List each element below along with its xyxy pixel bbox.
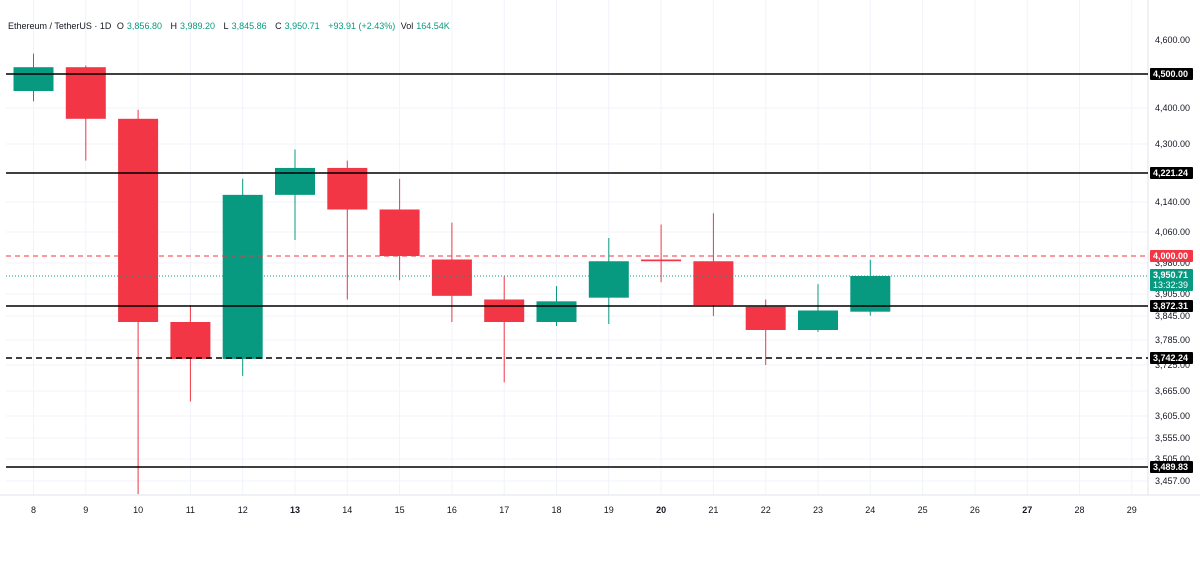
price-level-tag — [1150, 68, 1193, 80]
price-level-tag — [1150, 167, 1193, 179]
y-tick-label: 4,400.00 — [1155, 103, 1190, 113]
high-label: H — [170, 21, 177, 31]
candle-body-down[interactable] — [745, 306, 786, 330]
current-price-label: 3,950.71 — [1153, 270, 1188, 280]
candle-body-down[interactable] — [431, 259, 472, 296]
x-tick-label: 28 — [1074, 505, 1084, 515]
x-tick-label: 20 — [656, 505, 666, 515]
x-tick-label: 14 — [342, 505, 352, 515]
x-tick-label: 12 — [238, 505, 248, 515]
x-tick-label: 17 — [499, 505, 509, 515]
x-tick-label: 29 — [1127, 505, 1137, 515]
candle-body-up[interactable] — [275, 167, 315, 195]
x-tick-label: 13 — [290, 505, 300, 515]
x-tick-label: 24 — [865, 505, 875, 515]
y-tick-label: 3,505.00 — [1155, 454, 1190, 464]
y-tick-label: 4,060.00 — [1155, 227, 1190, 237]
price-level-label: 4,000.00 — [1153, 251, 1188, 261]
candle-body-down[interactable] — [118, 118, 159, 322]
x-tick-label: 18 — [551, 505, 561, 515]
x-tick-label: 25 — [918, 505, 928, 515]
x-tick-label: 9 — [83, 505, 88, 515]
candle-body-up[interactable] — [536, 301, 577, 322]
y-tick-label: 4,140.00 — [1155, 197, 1190, 207]
candle-body-up[interactable] — [588, 261, 629, 298]
close-readout: C 3,950.71 — [275, 21, 323, 31]
candle-body-down[interactable] — [379, 209, 420, 257]
low-readout: L 3,845.86 — [224, 21, 270, 31]
candle-body-up[interactable] — [13, 67, 54, 91]
price-level-label: 3,489.83 — [1153, 462, 1188, 472]
change-value: +93.91 (+2.43%) — [328, 21, 396, 31]
candle-body-down[interactable] — [641, 259, 682, 262]
x-tick-label: 21 — [708, 505, 718, 515]
x-tick-label: 16 — [447, 505, 457, 515]
current-price-tag — [1150, 269, 1193, 291]
candle-body-down[interactable] — [484, 299, 525, 322]
price-level-tag — [1150, 352, 1193, 364]
open-readout: O 3,856.80 — [117, 21, 165, 31]
price-level-label: 4,221.24 — [1153, 168, 1188, 178]
x-tick-label: 19 — [604, 505, 614, 515]
x-tick-label: 23 — [813, 505, 823, 515]
x-tick-label: 26 — [970, 505, 980, 515]
x-tick-label: 27 — [1022, 505, 1032, 515]
volume-label: Vol — [400, 21, 414, 31]
candle-body-down[interactable] — [327, 167, 368, 210]
y-tick-label: 3,845.00 — [1155, 311, 1190, 321]
low-value: 3,845.86 — [231, 21, 267, 31]
candle-body-down[interactable] — [693, 261, 734, 306]
y-tick-label: 3,605.00 — [1155, 411, 1190, 421]
price-level-label: 4,500.00 — [1153, 69, 1188, 79]
high-value: 3,989.20 — [179, 21, 216, 31]
open-value: 3,856.80 — [126, 21, 162, 31]
candle-countdown-label: 13:32:39 — [1153, 280, 1188, 290]
y-tick-label: 4,300.00 — [1155, 139, 1190, 149]
y-tick-label: 3,980.00 — [1155, 258, 1190, 268]
y-tick-label: 3,725.00 — [1155, 360, 1190, 370]
x-tick-label: 11 — [186, 505, 195, 515]
ohlc-legend: Ethereum / TetherUS · 1D O 3,856.80 H 3,98… — [8, 21, 456, 31]
y-tick-label: 4,600.00 — [1155, 35, 1190, 45]
x-tick-label: 10 — [133, 505, 143, 515]
symbol-label[interactable]: Ethereum / TetherUS · 1D — [8, 21, 112, 31]
x-tick-label: 8 — [31, 505, 36, 515]
x-tick-label: 15 — [395, 505, 405, 515]
y-tick-label: 3,905.00 — [1155, 289, 1190, 299]
volume-readout: Vol 164.54K — [401, 21, 453, 31]
price-level-label: 3,742.24 — [1153, 353, 1188, 363]
candle-body-down[interactable] — [65, 67, 106, 119]
candle-body-up[interactable] — [222, 194, 263, 359]
low-label: L — [223, 21, 229, 31]
x-tick-label: 22 — [761, 505, 771, 515]
price-level-label: 3,872.31 — [1153, 301, 1188, 311]
y-tick-label: 3,555.00 — [1155, 433, 1190, 443]
open-label: O — [116, 21, 124, 31]
candle-body-up[interactable] — [798, 310, 838, 330]
volume-value: 164.54K — [416, 21, 450, 31]
y-tick-label: 3,665.00 — [1155, 386, 1190, 396]
candle-body-down[interactable] — [170, 322, 211, 359]
price-level-tag — [1150, 300, 1193, 312]
y-tick-label: 3,785.00 — [1155, 335, 1190, 345]
price-level-tag — [1150, 461, 1193, 473]
close-label: C — [275, 21, 282, 31]
y-tick-label: 3,457.00 — [1155, 476, 1190, 486]
close-value: 3,950.71 — [284, 21, 320, 31]
price-level-tag — [1150, 250, 1193, 262]
high-readout: H 3,989.20 — [170, 21, 218, 31]
